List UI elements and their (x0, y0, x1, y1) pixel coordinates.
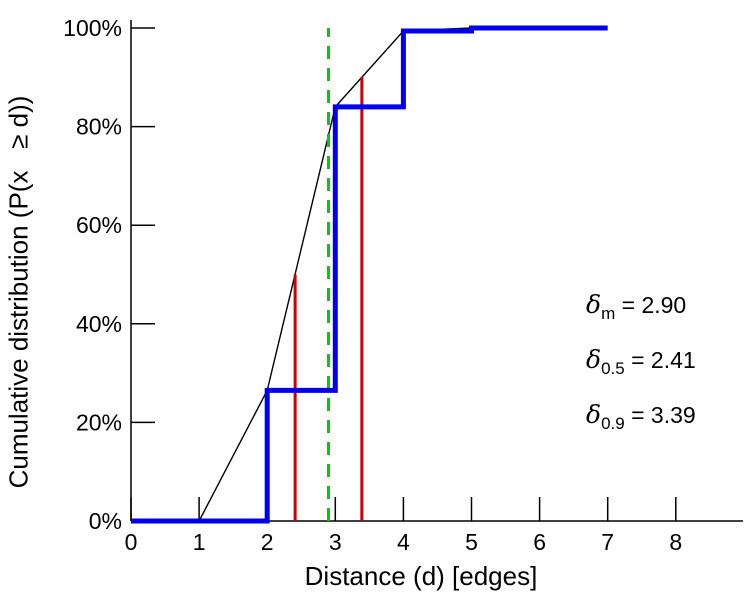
stat-value: = 2.41 (624, 347, 696, 373)
x-axis-label: Distance (d) [edges] (304, 561, 538, 591)
delta-symbol: δ (586, 345, 602, 374)
delta-symbol: δ (586, 400, 602, 429)
x-tick-label: 0 (125, 529, 138, 555)
stat-value: = 2.90 (615, 292, 687, 318)
delta-subscript: 0.5 (601, 359, 625, 378)
y-tick-label: 80% (76, 114, 122, 140)
x-tick-label: 5 (465, 529, 478, 555)
x-tick-label: 7 (601, 529, 614, 555)
y-tick-label: 0% (89, 508, 122, 534)
empirical-cdf-line (131, 25, 608, 524)
x-tick-label: 4 (397, 529, 410, 555)
diameter-stats: δm = 2.90 δ0.5 = 2.41 δ0.9 = 3.39 (586, 284, 696, 449)
x-tick-label: 2 (261, 529, 274, 555)
y-tick-label: 60% (76, 212, 122, 238)
y-axis-label: Cumulative distribution (P(x ≥ d)) (3, 95, 34, 489)
y-tick-label: 100% (63, 15, 122, 41)
x-tick-label: 8 (669, 529, 682, 555)
y-tick-label: 40% (76, 311, 122, 337)
stat-median-distance: δ0.5 = 2.41 (586, 339, 696, 394)
x-tick-label: 1 (193, 529, 206, 555)
stat-value: = 3.39 (624, 402, 696, 428)
delta-symbol: δ (586, 290, 602, 319)
stat-mean-distance: δm = 2.90 (586, 284, 696, 339)
delta-subscript: m (601, 304, 616, 323)
y-tick-label: 20% (76, 409, 122, 435)
delta-subscript: 0.9 (601, 414, 625, 433)
x-tick-label: 6 (533, 529, 546, 555)
stat-p90-distance: δ0.9 = 3.39 (586, 394, 696, 449)
x-tick-label: 3 (329, 529, 342, 555)
